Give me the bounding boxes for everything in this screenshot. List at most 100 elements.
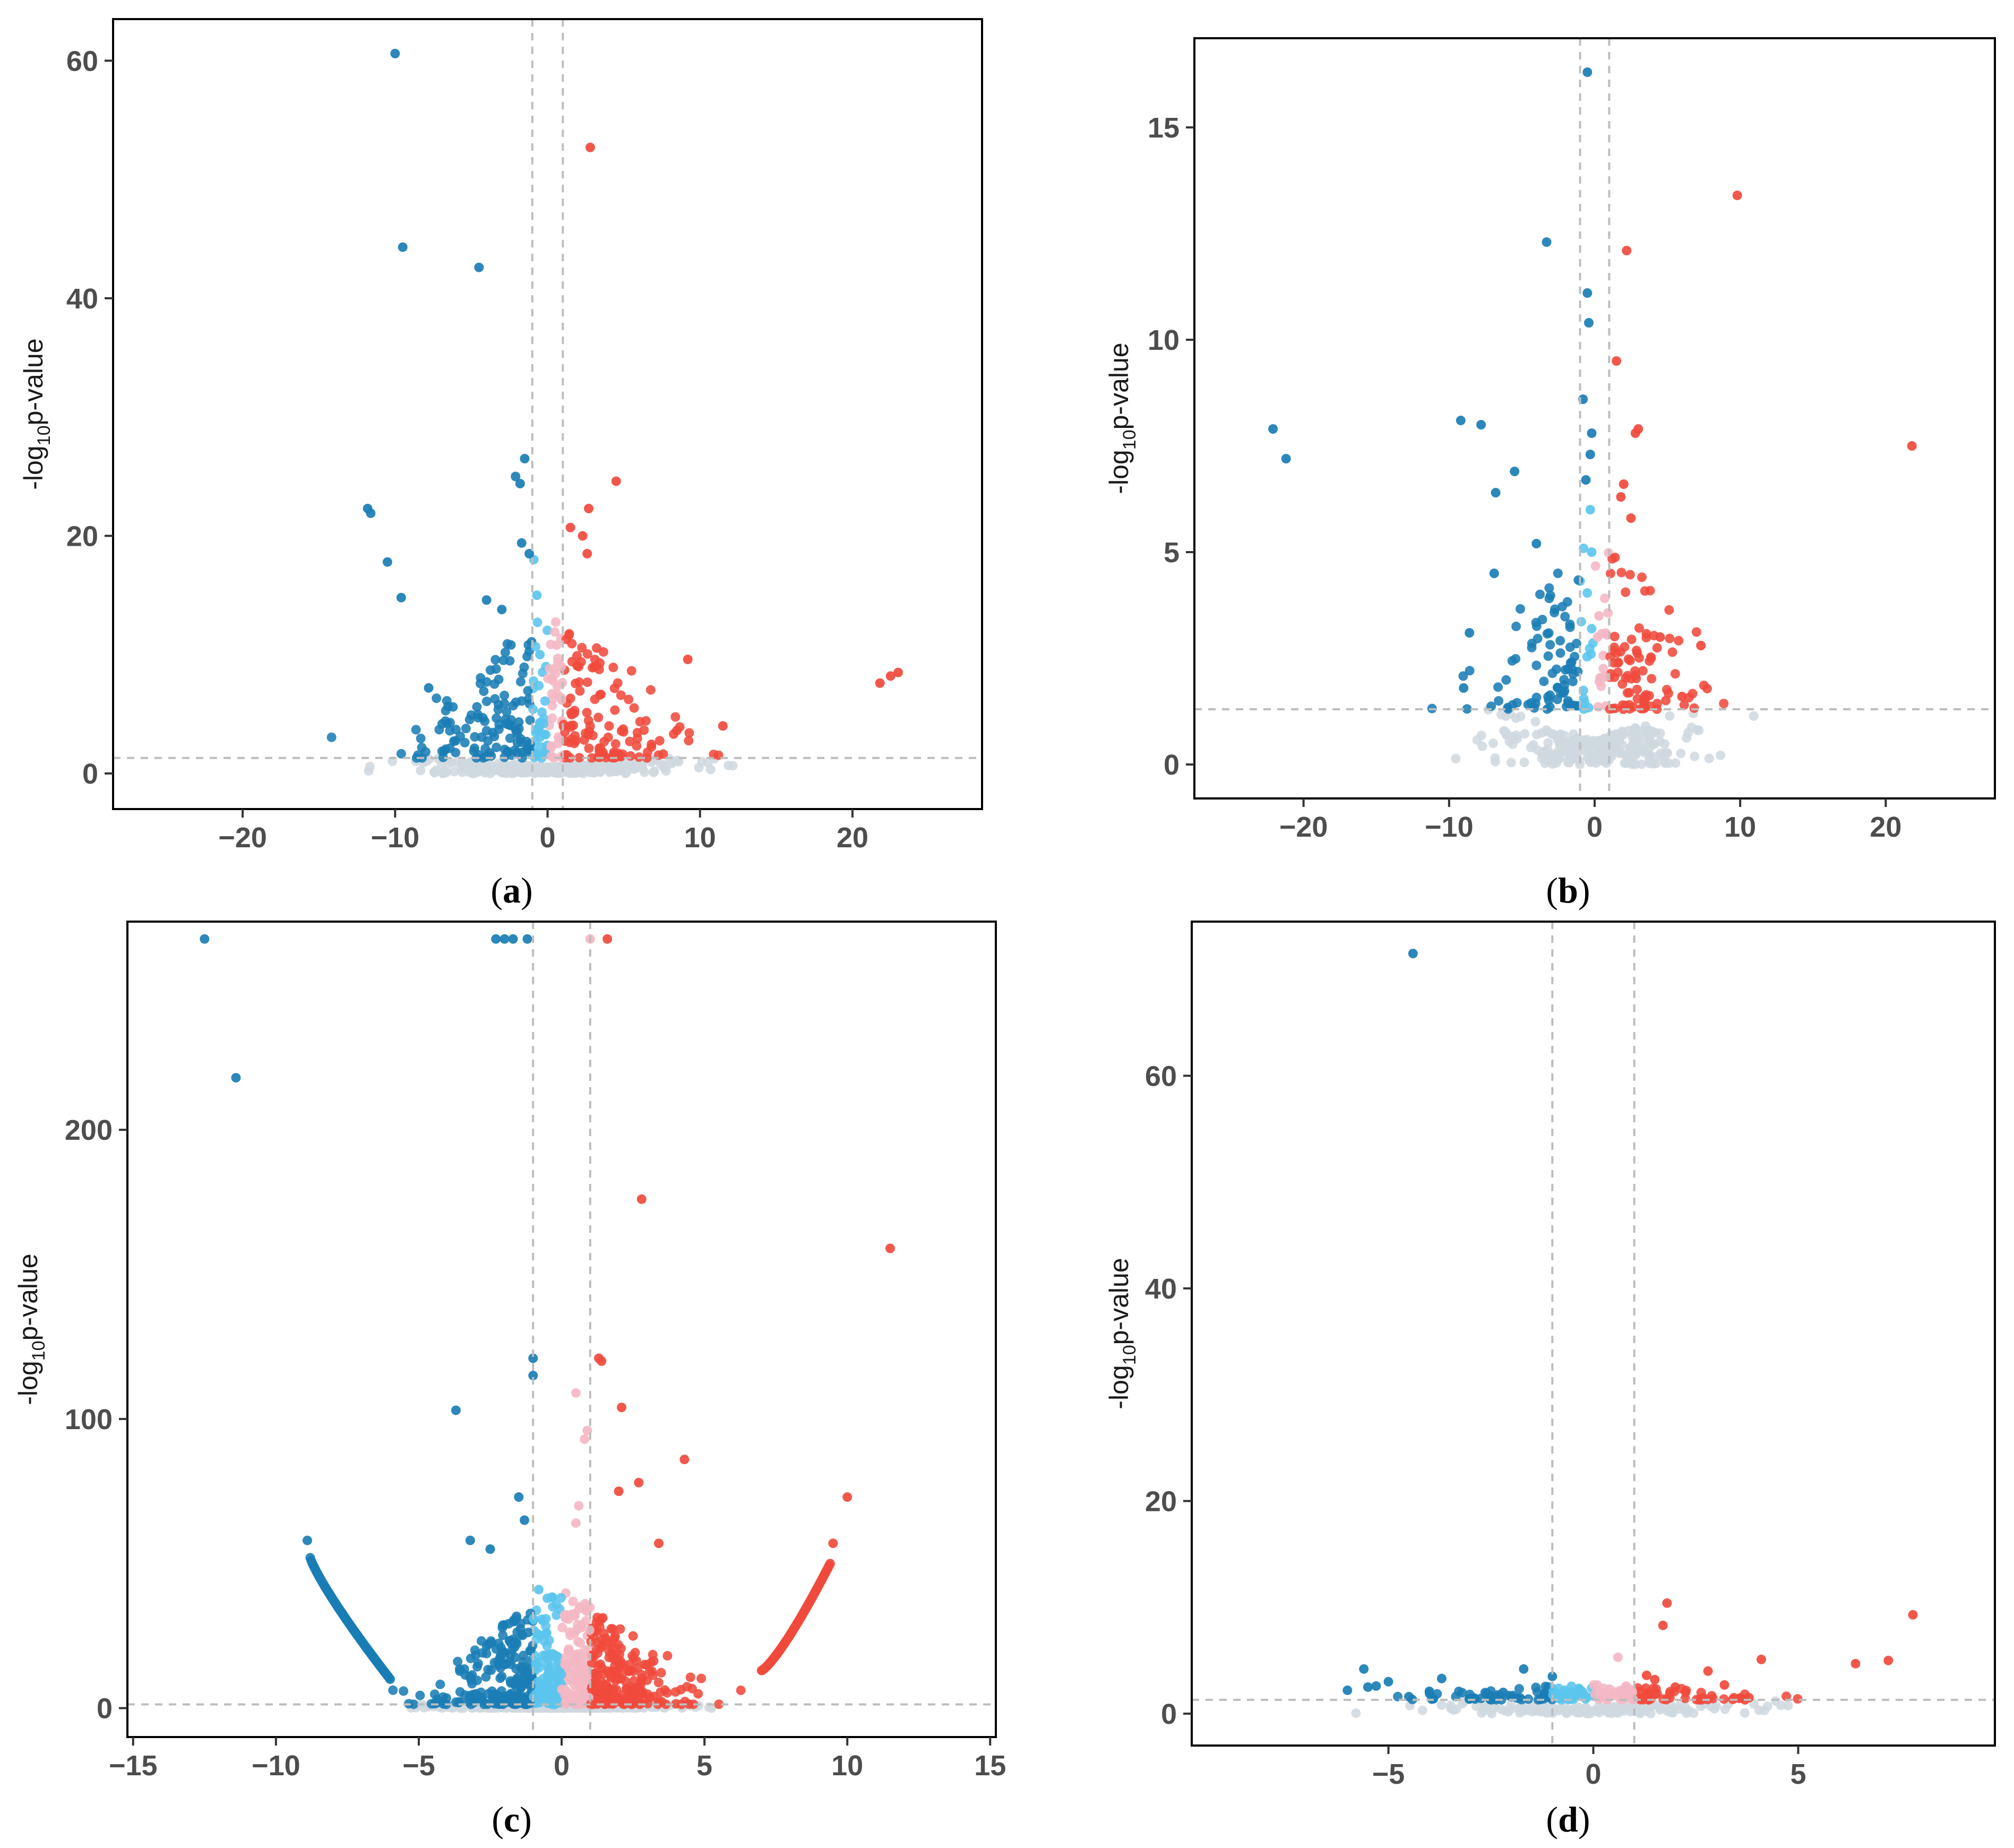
- panel-label: (d): [1546, 1799, 1590, 1840]
- gene-point-sig-up: [645, 685, 656, 695]
- x-tick-label: 0: [1587, 811, 1603, 843]
- gene-point-sig-up: [597, 1356, 607, 1366]
- gene-point-sig-up: [1646, 652, 1656, 662]
- gene-point-sig-up: [736, 1686, 746, 1695]
- gene-point-up: [545, 664, 555, 674]
- gene-point-sig-down: [432, 693, 442, 703]
- gene-point-down: [537, 707, 547, 717]
- gene-point-nonsig: [1692, 725, 1702, 735]
- gene-point-nonsig: [1671, 758, 1681, 768]
- gene-point-sig-down: [461, 724, 471, 734]
- gene-point-sig-down: [481, 1672, 491, 1682]
- gene-point-sig-up: [1691, 627, 1701, 637]
- gene-point-sig-up: [610, 739, 621, 749]
- gene-point-nonsig: [500, 761, 510, 771]
- x-tick-label: −10: [1425, 811, 1474, 843]
- gene-point-sig-down: [466, 1653, 476, 1663]
- y-axis-title-main: -log: [13, 1361, 43, 1405]
- gene-point-sig-down: [1408, 949, 1418, 959]
- gene-point-sig-up: [1781, 1691, 1792, 1701]
- gene-point-sig-up: [885, 671, 896, 681]
- gene-point-nonsig: [1771, 1696, 1781, 1706]
- gene-point-sig-up: [1620, 700, 1630, 710]
- gene-point-down: [540, 696, 550, 706]
- gene-point-sig-up: [622, 1683, 632, 1694]
- gene-point-sig-up: [584, 743, 594, 753]
- gene-point-sig-up: [1757, 1654, 1766, 1664]
- gene-point-sig-down: [1582, 67, 1593, 77]
- gene-point-nonsig: [724, 760, 734, 770]
- data-points: [326, 48, 903, 778]
- gene-point-sig-down: [1466, 1693, 1476, 1703]
- gene-point-up: [1594, 611, 1604, 621]
- gene-point-nonsig: [1511, 730, 1521, 740]
- gene-point-sig-up: [1679, 700, 1689, 710]
- gene-point-sig-up: [655, 736, 665, 746]
- gene-point-sig-up: [582, 708, 592, 718]
- gene-point-down: [1552, 1688, 1561, 1698]
- gene-point-sig-down: [1493, 682, 1503, 692]
- gene-point-sig-up: [1689, 703, 1699, 713]
- gene-point-sig-up: [670, 712, 681, 722]
- gene-point-sig-down: [1465, 666, 1475, 676]
- gene-point-sig-up: [610, 705, 620, 715]
- gene-point-nonsig: [584, 760, 594, 770]
- gene-point-sig-up: [1703, 1666, 1713, 1676]
- gene-point-sig-down: [416, 734, 426, 743]
- gene-point-down: [556, 1593, 566, 1603]
- gene-point-up: [563, 1614, 573, 1624]
- gene-point-up: [1628, 1687, 1638, 1697]
- gene-point-sig-down: [511, 726, 521, 736]
- gene-point-nonsig: [1579, 735, 1589, 745]
- gene-point-sig-up: [1652, 699, 1662, 709]
- gene-point-nonsig: [1652, 751, 1663, 761]
- gene-point-sig-down: [497, 1671, 507, 1681]
- gene-point-sig-down: [465, 1535, 475, 1545]
- gene-point-sig-down: [500, 647, 510, 657]
- gene-point-sig-down: [491, 934, 501, 944]
- gene-point-sig-down: [492, 1689, 502, 1699]
- gene-point-sig-down: [518, 1630, 528, 1640]
- gene-point-up: [1593, 632, 1603, 642]
- gene-point-up: [1600, 672, 1610, 682]
- gene-point-up: [557, 1684, 567, 1694]
- gene-point-sig-down: [1498, 1687, 1508, 1697]
- panel-label-open: (: [490, 870, 503, 910]
- x-tick-label: 0: [1585, 1758, 1601, 1790]
- gene-point-sig-down: [520, 453, 530, 463]
- gene-point-sig-up: [1674, 635, 1684, 646]
- gene-point-nonsig: [1506, 758, 1516, 768]
- gene-point-sig-down: [517, 538, 527, 548]
- gene-point-sig-up: [875, 678, 885, 688]
- gene-point-sig-up: [585, 142, 595, 152]
- gene-point-sig-up: [1647, 674, 1657, 684]
- gene-point-nonsig: [1660, 739, 1669, 749]
- gene-point-sig-up: [684, 736, 694, 746]
- gene-point-nonsig: [1596, 1703, 1606, 1713]
- gene-point-sig-down: [1573, 575, 1583, 585]
- gene-point-sig-up: [656, 1687, 665, 1697]
- gene-point-sig-up: [616, 1644, 626, 1654]
- gene-point-nonsig: [1676, 749, 1686, 759]
- gene-point-up: [1603, 608, 1613, 618]
- gene-point-sig-down: [1371, 1681, 1381, 1691]
- gene-point-sig-down: [434, 725, 444, 735]
- gene-point-nonsig: [1640, 721, 1650, 731]
- gene-point-sig-up: [616, 1660, 626, 1670]
- gene-point-sig-down: [490, 655, 501, 665]
- gene-point-sig-down: [1543, 692, 1553, 702]
- gene-point-sig-down: [441, 706, 451, 716]
- panel-label-letter: d: [1558, 1799, 1578, 1840]
- gene-point-sig-up: [1851, 1658, 1861, 1669]
- gene-point-sig-down: [1531, 1682, 1541, 1692]
- gene-point-nonsig: [1520, 729, 1530, 739]
- gene-point-down: [536, 742, 546, 752]
- gene-point-nonsig: [1704, 753, 1714, 763]
- y-tick-label: 20: [66, 520, 98, 552]
- gene-point-sig-up: [613, 678, 623, 688]
- gene-point-nonsig: [1682, 1708, 1692, 1718]
- gene-point-sig-up: [684, 728, 694, 738]
- gene-point-nonsig: [364, 766, 374, 776]
- gene-point-sig-down: [1543, 651, 1553, 661]
- gene-point-sig-down: [1491, 488, 1501, 497]
